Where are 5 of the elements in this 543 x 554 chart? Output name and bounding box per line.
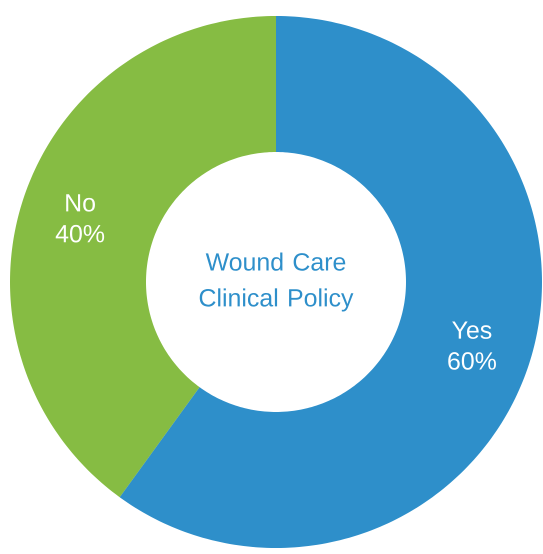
data-label: 40%: [56, 224, 104, 242]
slice-label: No: [66, 194, 95, 212]
data-label: 60%: [448, 352, 496, 370]
text: Wound Care Clinical Policy: [200, 252, 354, 312]
slice-label: Yes: [452, 322, 492, 339]
